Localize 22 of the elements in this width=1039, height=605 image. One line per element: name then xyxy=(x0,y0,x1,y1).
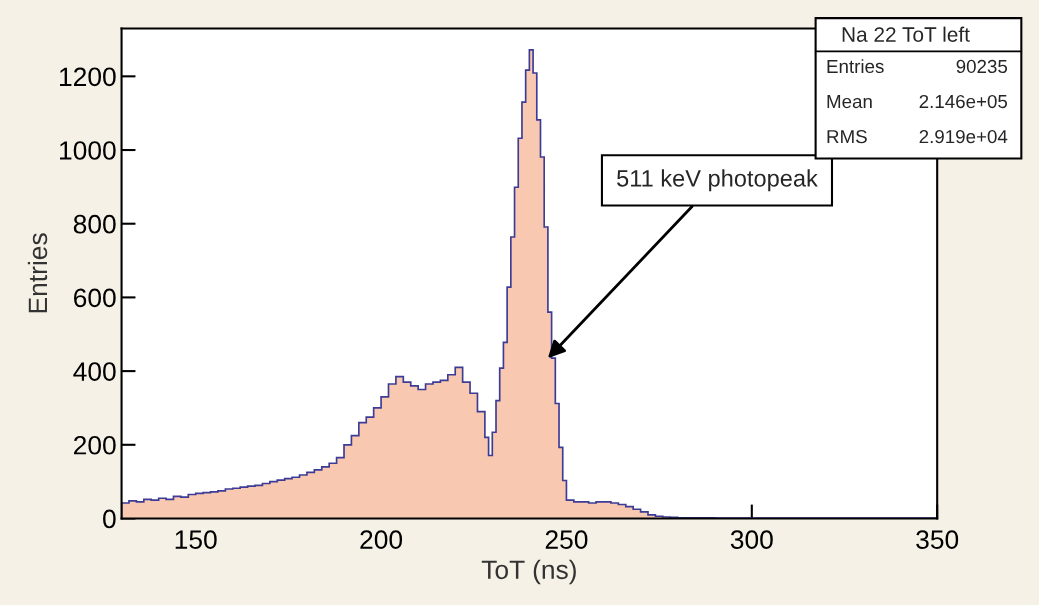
x-axis-title: ToT (ns) xyxy=(481,559,576,585)
x-tick-label: 150 xyxy=(175,530,217,549)
x-tick-label: 200 xyxy=(360,530,403,549)
text: 90235 xyxy=(956,59,1008,74)
y-tick-label: 400 xyxy=(73,362,116,381)
x-tick-label: 300 xyxy=(730,530,773,549)
annotation: RMS xyxy=(827,129,867,144)
y-tick-label: 200 xyxy=(74,435,116,455)
annotation: Entries xyxy=(827,59,884,74)
x-tick-label: 250 xyxy=(545,530,588,549)
annotation: 2.146e+05 xyxy=(919,94,1008,109)
y-tick-label: 600 xyxy=(74,288,116,308)
annotation: 511 keV photopeak xyxy=(617,169,818,192)
y-tick-label: 800 xyxy=(73,214,116,234)
annotation: Mean xyxy=(827,95,872,109)
chart-title: Na 22 ToT left xyxy=(842,26,970,42)
y-axis-title: Entries xyxy=(27,233,48,313)
annotation: 2.919e+04 xyxy=(919,129,1008,144)
y-tick-label: 1200 xyxy=(60,67,116,87)
y-tick-label: 0 xyxy=(103,509,116,529)
y-tick-label: 1000 xyxy=(60,141,116,160)
x-tick-label: 350 xyxy=(916,530,959,549)
